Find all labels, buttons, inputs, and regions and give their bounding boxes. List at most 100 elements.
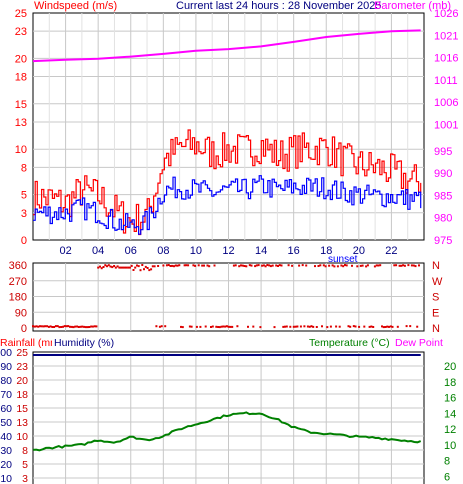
direction-point xyxy=(294,325,297,328)
direction-point xyxy=(252,325,255,328)
direction-point xyxy=(289,325,292,328)
direction-point xyxy=(137,265,140,268)
direction-point xyxy=(123,266,126,269)
direction-point xyxy=(321,325,323,328)
direction-point xyxy=(236,325,239,328)
direction-point xyxy=(333,265,336,268)
y-tick-rainfall: 8 xyxy=(22,445,28,457)
direction-point xyxy=(262,264,265,267)
barometer-title: Barometer (mb) xyxy=(374,0,451,12)
direction-point xyxy=(303,325,306,328)
rainfall-title: Rainfall (mm) xyxy=(0,337,62,349)
y-tick-barometer: 1011 xyxy=(434,75,458,87)
direction-point xyxy=(329,325,332,328)
direction-point xyxy=(373,265,376,268)
y-tick-barometer: 975 xyxy=(434,235,452,247)
y-tick-windspeed: 25 xyxy=(15,8,27,20)
y-tick-barometer: 985 xyxy=(434,190,452,202)
y-tick-direction-compass: E xyxy=(432,307,439,319)
direction-point xyxy=(178,264,181,267)
direction-point xyxy=(284,325,286,328)
direction-point xyxy=(79,325,82,328)
direction-point xyxy=(128,266,131,269)
x-tick-hour: 12 xyxy=(222,245,234,257)
y-tick-direction-degrees: 0 xyxy=(21,323,27,335)
direction-point xyxy=(183,264,186,267)
direction-point xyxy=(255,264,258,267)
direction-point xyxy=(245,265,248,268)
direction-point xyxy=(104,264,107,267)
direction-point xyxy=(201,264,204,267)
direction-point xyxy=(97,266,100,269)
direction-point xyxy=(190,325,193,328)
direction-point xyxy=(148,269,151,272)
direction-point xyxy=(335,325,338,328)
direction-point xyxy=(238,265,241,268)
y-tick-temperature: 12 xyxy=(444,424,456,436)
direction-point xyxy=(194,264,197,267)
direction-point xyxy=(67,325,70,328)
y-tick-humidity: 40 xyxy=(0,431,12,443)
series-wind-gust xyxy=(33,129,422,236)
direction-point xyxy=(69,325,71,328)
direction-point xyxy=(121,266,124,269)
wind-baro-axes: 0358101315182023259759809859909951001100… xyxy=(15,8,459,257)
direction-point xyxy=(218,326,221,329)
direction-point xyxy=(354,325,357,328)
rain-temp-grid xyxy=(33,352,424,484)
direction-point xyxy=(169,265,172,267)
direction-point xyxy=(208,265,211,268)
direction-point xyxy=(379,264,382,267)
direction-point xyxy=(393,264,396,267)
direction-point xyxy=(65,325,68,328)
direction-point xyxy=(234,264,237,267)
direction-point xyxy=(412,264,415,267)
direction-point xyxy=(241,264,244,267)
direction-point xyxy=(314,265,316,268)
direction-point xyxy=(165,264,168,267)
direction-point xyxy=(266,264,269,266)
x-tick-hour: 04 xyxy=(92,245,104,257)
direction-point xyxy=(243,265,246,267)
direction-point xyxy=(326,326,329,329)
direction-point xyxy=(247,325,249,328)
direction-point xyxy=(174,264,177,267)
direction-point xyxy=(358,325,361,328)
y-tick-rainfall: 10 xyxy=(16,431,28,443)
y-tick-barometer: 1026 xyxy=(434,8,458,20)
y-tick-barometer: 995 xyxy=(434,146,452,158)
direction-point xyxy=(127,266,130,269)
direction-point xyxy=(203,264,205,267)
y-tick-direction-compass: N xyxy=(432,260,440,272)
dewpoint-title: Dew Point xyxy=(395,337,443,349)
y-tick-direction-compass: S xyxy=(432,292,439,304)
direction-point xyxy=(275,264,278,267)
direction-point xyxy=(388,325,390,328)
chart-title: Current last 24 hours : 28 November 2025 xyxy=(176,0,381,12)
y-tick-temperature: 14 xyxy=(444,408,456,420)
humidity-title-bg xyxy=(52,337,122,349)
direction-point xyxy=(164,325,167,328)
direction-point xyxy=(410,264,413,267)
y-tick-temperature: 20 xyxy=(444,361,456,373)
y-tick-barometer: 1001 xyxy=(434,119,458,131)
direction-point xyxy=(319,264,322,267)
direction-point xyxy=(384,326,387,328)
y-tick-windspeed: 23 xyxy=(15,26,27,38)
direction-point xyxy=(62,325,64,328)
direction-point xyxy=(83,325,86,328)
direction-point xyxy=(162,264,165,267)
x-tick-hour: 16 xyxy=(288,245,300,257)
y-tick-humidity: 50 xyxy=(0,417,12,429)
direction-point xyxy=(298,264,301,267)
y-tick-barometer: 1006 xyxy=(434,97,458,109)
direction-point xyxy=(46,325,49,328)
x-tick-hour: 06 xyxy=(125,245,137,257)
direction-point xyxy=(306,325,309,328)
direction-point xyxy=(81,325,84,328)
direction-point xyxy=(409,325,412,328)
direction-point xyxy=(102,266,105,268)
direction-point xyxy=(382,326,385,329)
